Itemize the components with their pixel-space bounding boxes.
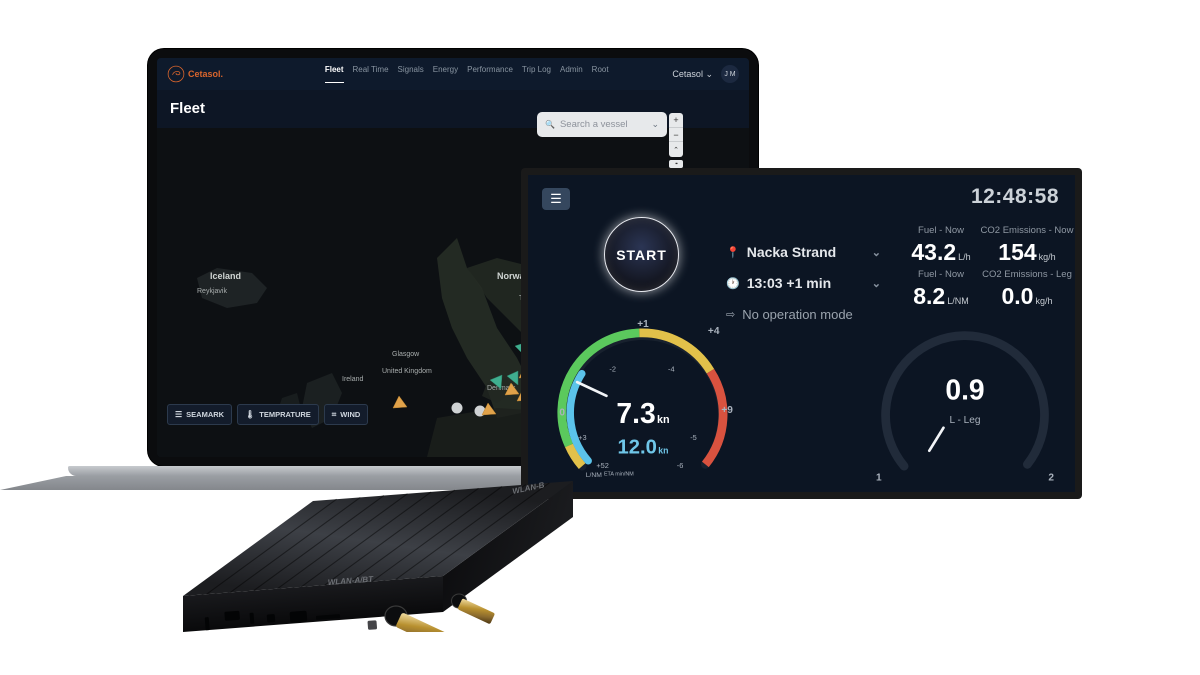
svg-text:+9: +9 xyxy=(721,405,733,416)
svg-text:+4: +4 xyxy=(708,326,720,337)
svg-text:12.0kn: 12.0kn xyxy=(618,436,669,458)
svg-text:-2: -2 xyxy=(609,364,616,373)
svg-text:L - Leg: L - Leg xyxy=(949,415,980,426)
svg-text:7.3kn: 7.3kn xyxy=(616,397,669,429)
svg-text:+3: +3 xyxy=(578,433,586,442)
svg-text:1: 1 xyxy=(876,472,882,483)
svg-text:Reykjavik: Reykjavik xyxy=(197,288,227,295)
svg-text:0: 0 xyxy=(559,408,565,419)
svg-text:Iceland: Iceland xyxy=(210,271,241,281)
svg-text:-4: -4 xyxy=(668,364,675,373)
svg-text:Glasgow: Glasgow xyxy=(392,351,420,358)
svg-text:0.9: 0.9 xyxy=(945,374,984,406)
svg-text:2: 2 xyxy=(1048,472,1054,483)
svg-text:+52: +52 xyxy=(596,461,609,470)
svg-text:Ireland: Ireland xyxy=(342,376,364,383)
svg-text:-6: -6 xyxy=(677,461,684,470)
svg-text:United Kingdom: United Kingdom xyxy=(382,368,432,375)
svg-text:ETA min/NM: ETA min/NM xyxy=(604,472,634,478)
svg-text:+1: +1 xyxy=(637,319,649,330)
svg-text:-5: -5 xyxy=(690,433,697,442)
